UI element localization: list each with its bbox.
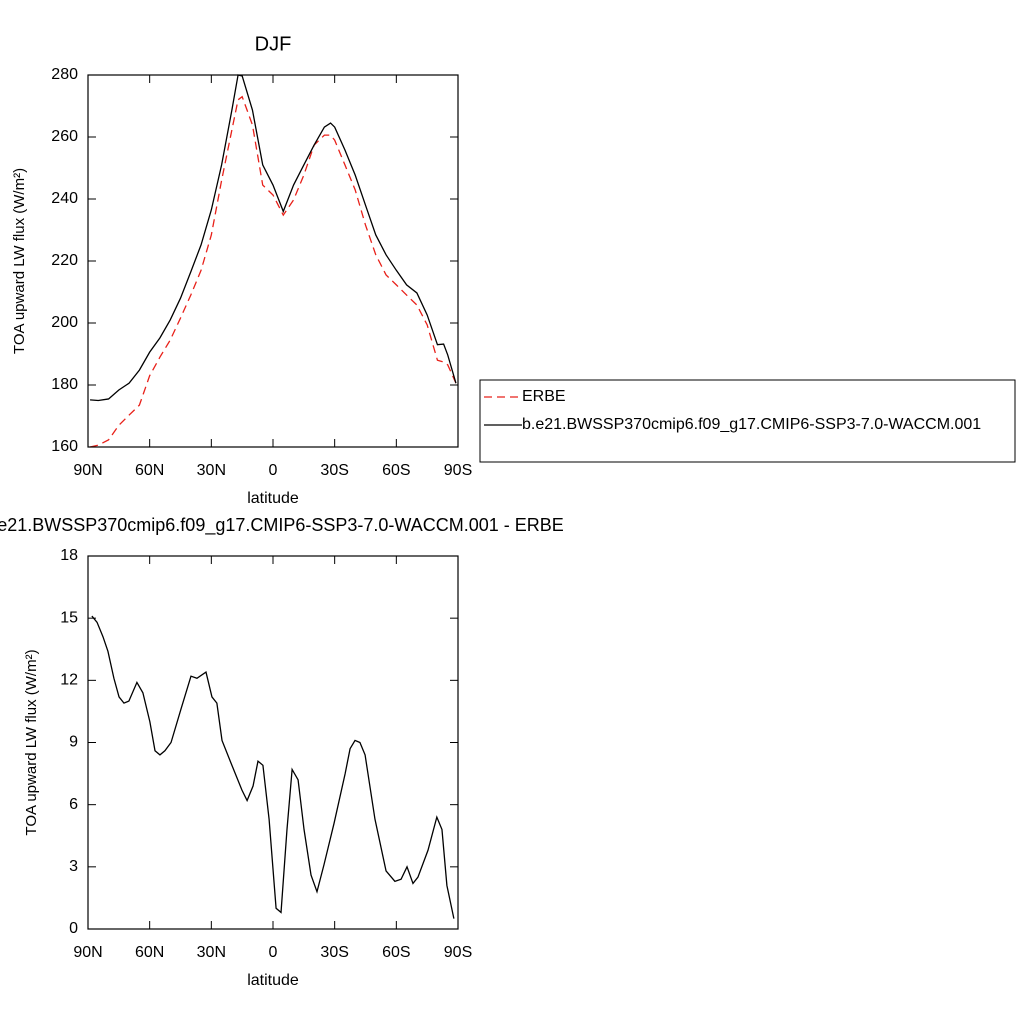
y-tick-label: 9 [69,734,78,751]
y-tick-label: 220 [51,252,78,269]
legend-box [479,379,1016,463]
chart-title: DJF [255,33,292,55]
y-tick-label: 200 [51,314,78,331]
x-tick-label: 30N [197,944,226,961]
plot-frame [87,74,459,448]
y-tick-label: 6 [69,796,78,813]
y-tick-label: 260 [51,128,78,145]
y-tick-label: 180 [51,376,78,393]
y-tick-label: 12 [60,672,78,689]
x-axis-label: latitude [247,972,299,989]
chart-title: b.e21.BWSSP370cmip6.f09_g17.CMIP6-SSP3-7… [0,515,564,536]
y-axis-label: TOA upward LW flux (W/m²) [11,168,28,354]
x-tick-label: 60N [135,944,164,961]
x-tick-label: 60S [382,944,410,961]
x-tick-label: 90N [73,462,102,479]
x-tick-label: 0 [269,462,278,479]
y-tick-label: 3 [69,858,78,875]
x-tick-label: 60N [135,462,164,479]
legend-label: b.e21.BWSSP370cmip6.f09_g17.CMIP6-SSP3-7… [522,416,981,433]
data-line [89,95,457,448]
x-tick-label: 90S [444,944,472,961]
x-axis-label: latitude [247,490,299,507]
x-tick-label: 60S [382,462,410,479]
y-axis-label: TOA upward LW flux (W/m²) [23,649,40,835]
y-tick-label: 240 [51,190,78,207]
data-line [90,74,457,402]
x-tick-label: 30S [320,944,348,961]
y-tick-label: 280 [51,66,78,83]
y-tick-label: 15 [60,609,78,626]
y-tick-label: 18 [60,547,78,564]
x-tick-label: 30S [320,462,348,479]
data-line [91,615,455,919]
x-tick-label: 90N [73,944,102,961]
plot-frame [87,555,459,930]
y-tick-label: 160 [51,438,78,455]
x-tick-label: 90S [444,462,472,479]
x-tick-label: 30N [197,462,226,479]
legend-label: ERBE [522,388,566,405]
x-tick-label: 0 [269,944,278,961]
y-tick-label: 0 [69,920,78,937]
